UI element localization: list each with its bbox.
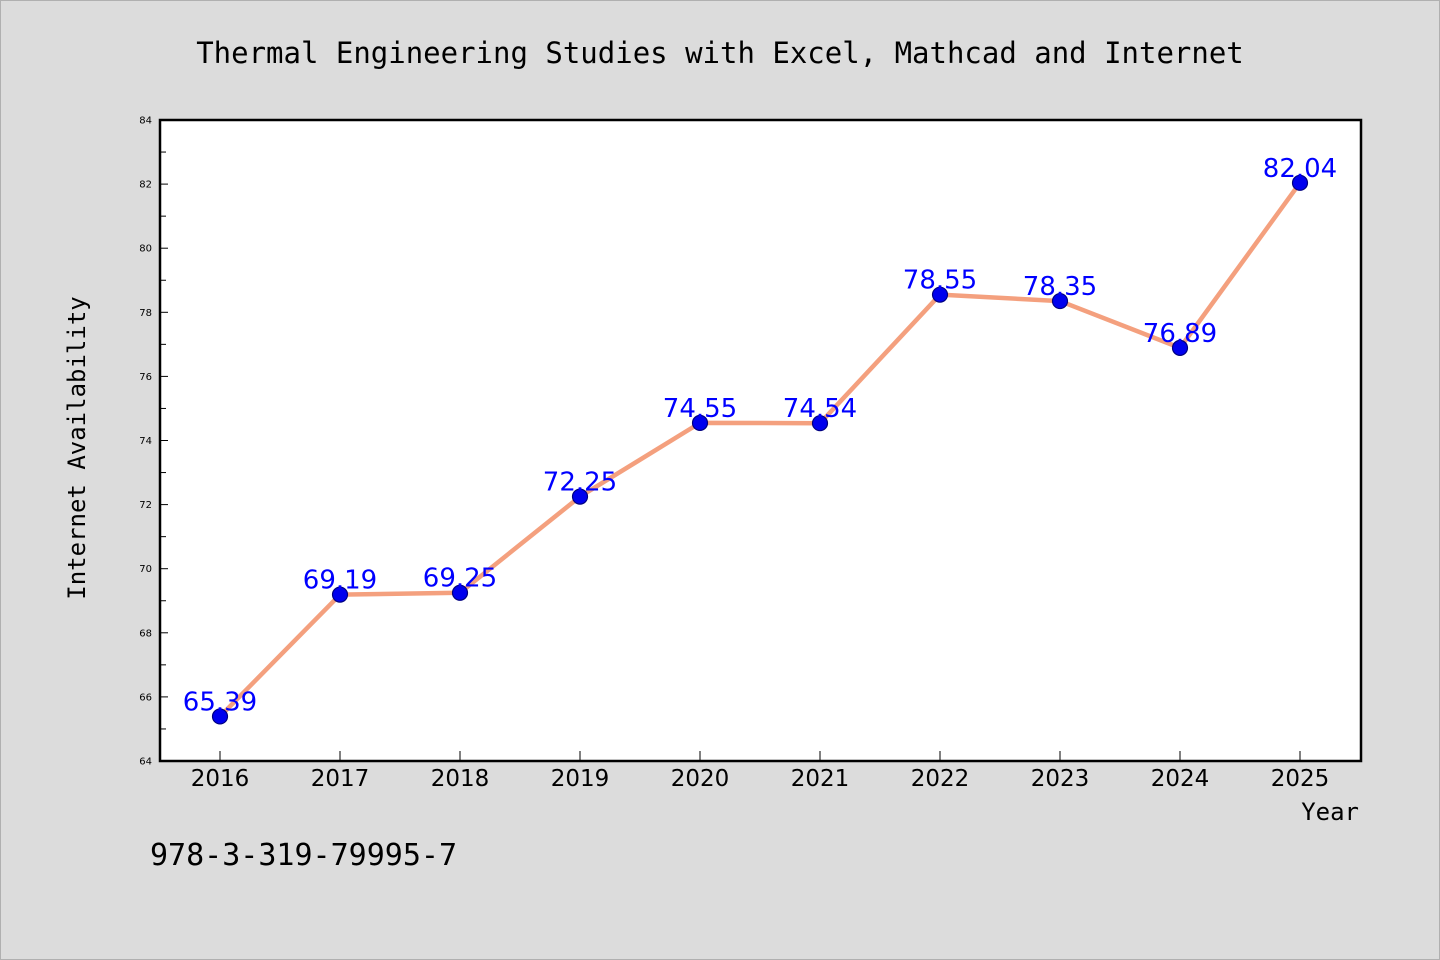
x-tick-label: 2024	[1151, 766, 1210, 792]
data-label: 74.54	[783, 394, 857, 424]
x-tick-label: 2020	[671, 766, 730, 792]
data-labels: 65.39 69.19 69.25 72.25 74.55 74.54 78.55 78.35…	[183, 154, 1337, 718]
data-label: 82.04	[1263, 154, 1337, 184]
y-tick-label: 68	[139, 628, 152, 639]
y-axis: 64 66 68 70 72 74 76 78 80 82 84	[139, 116, 168, 768]
data-label: 78.55	[903, 266, 977, 296]
y-tick-label: 74	[139, 436, 152, 447]
data-point	[691, 414, 709, 431]
x-tick-label: 2021	[791, 766, 850, 792]
series-line-group	[217, 180, 1303, 719]
data-point	[331, 586, 349, 603]
y-tick-label: 82	[139, 180, 152, 191]
y-tick-label: 80	[139, 244, 152, 255]
data-label: 69.25	[423, 564, 497, 594]
data-label: 72.25	[543, 468, 617, 498]
data-label: 65.39	[183, 687, 257, 717]
y-tick-label: 78	[139, 308, 152, 319]
data-label: 69.19	[303, 566, 377, 596]
data-point	[451, 584, 469, 601]
data-point	[211, 708, 229, 725]
data-point	[1171, 339, 1189, 356]
y-tick-label: 64	[139, 757, 152, 768]
x-axis: 2016 2017 2018 2019 2020 2021 2022 2023 2024 2025	[191, 751, 1330, 792]
data-label: 74.55	[663, 394, 737, 424]
data-label: 78.35	[1023, 272, 1097, 302]
data-point	[1291, 174, 1309, 191]
y-tick-label: 70	[139, 564, 152, 575]
x-tick-label: 2025	[1271, 766, 1330, 792]
x-tick-label: 2019	[551, 766, 610, 792]
plot-area	[158, 118, 1363, 763]
x-axis-label: Year	[1301, 798, 1359, 826]
x-tick-label: 2017	[311, 766, 370, 792]
x-tick-label: 2016	[191, 766, 250, 792]
y-tick-label: 76	[139, 372, 152, 383]
chart-title: Thermal Engineering Studies with Excel, …	[196, 36, 1244, 70]
data-point	[1051, 292, 1069, 310]
series-line	[217, 180, 1303, 719]
x-tick-label: 2018	[431, 766, 490, 792]
y-tick-label: 84	[139, 116, 152, 127]
data-point	[811, 415, 829, 432]
data-point	[571, 488, 589, 505]
y-axis-label: Internet Availability	[63, 296, 91, 599]
x-tick-label: 2022	[911, 766, 970, 792]
data-point	[931, 286, 949, 303]
isbn-text: 978-3-319-79995-7	[150, 838, 457, 873]
y-tick-label: 72	[139, 500, 152, 511]
data-points	[211, 174, 1309, 725]
data-label: 76.89	[1143, 319, 1217, 349]
x-tick-label: 2023	[1031, 766, 1090, 792]
y-tick-label: 66	[139, 692, 152, 703]
